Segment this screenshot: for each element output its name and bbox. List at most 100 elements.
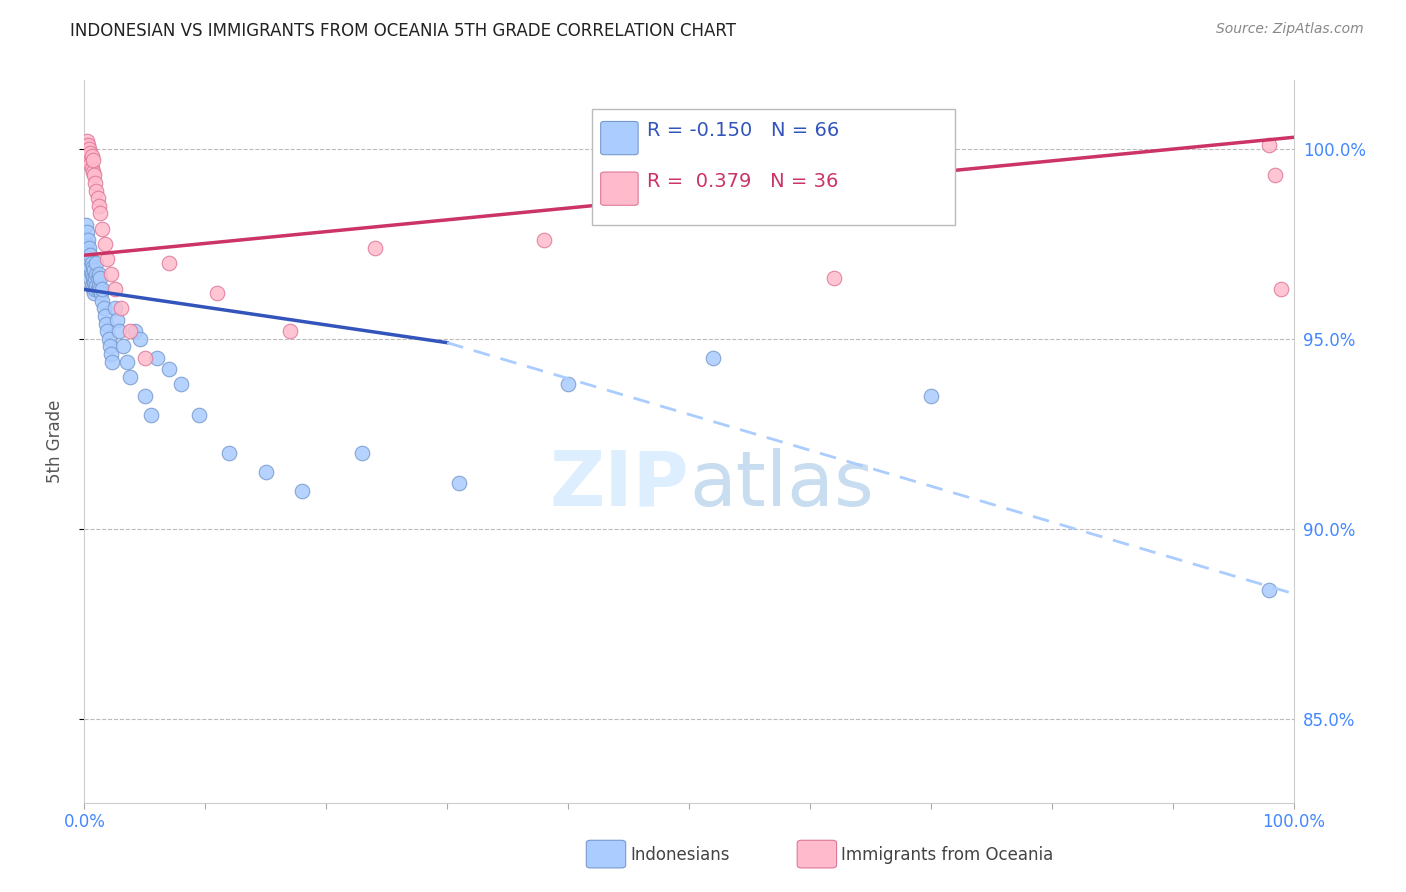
Text: R =  0.379   N = 36: R = 0.379 N = 36 (647, 172, 838, 191)
Point (84, 271, 107, 285)
Point (157, 256, 180, 270)
Point (112, 339, 135, 353)
Point (100, 267, 122, 281)
Point (100, 347, 122, 361)
Point (97, 332, 120, 346)
Point (1270, 282, 1292, 296)
Point (254, 465, 277, 479)
Point (84, 176, 107, 190)
Point (86, 184, 108, 198)
Point (86, 271, 108, 285)
Point (77, 241, 100, 255)
Point (76, 236, 98, 251)
Point (82, 282, 104, 296)
Point (352, 446, 374, 460)
Point (449, 476, 471, 491)
Text: Indonesians: Indonesians (630, 846, 730, 863)
Point (83, 286, 105, 301)
Point (207, 286, 229, 301)
Point (108, 324, 131, 338)
Point (702, 351, 724, 365)
Point (91, 282, 114, 296)
Point (89, 206, 111, 220)
Point (557, 377, 579, 392)
Point (170, 377, 193, 392)
Point (93, 301, 115, 316)
Point (101, 354, 124, 368)
Point (77, 137, 100, 152)
Point (80, 161, 103, 175)
Point (82, 271, 104, 285)
Point (82, 164, 104, 178)
Text: atlas: atlas (689, 448, 873, 522)
FancyBboxPatch shape (600, 121, 638, 154)
Point (77, 256, 100, 270)
Point (80, 149, 103, 163)
Point (134, 389, 156, 403)
Point (76, 134, 98, 148)
Point (104, 282, 127, 296)
Point (120, 324, 142, 338)
Point (77, 263, 100, 277)
Text: Immigrants from Oceania: Immigrants from Oceania (841, 846, 1053, 863)
Point (83, 263, 105, 277)
Point (83, 275, 105, 289)
Point (86, 278, 108, 293)
Point (86, 267, 108, 281)
Point (98, 339, 121, 353)
Point (77, 153, 100, 168)
Point (96, 252, 118, 266)
Point (94, 317, 117, 331)
Point (94, 309, 117, 323)
Point (134, 351, 156, 365)
Point (82, 260, 104, 274)
Point (363, 241, 385, 255)
Point (79, 271, 101, 285)
Point (89, 282, 111, 296)
Point (823, 271, 845, 285)
Point (110, 301, 132, 316)
Point (218, 446, 240, 460)
Point (86, 256, 108, 270)
Point (87, 267, 110, 281)
Point (76, 145, 98, 160)
Point (291, 483, 314, 498)
Point (1258, 582, 1281, 597)
Point (188, 408, 211, 422)
Point (1264, 169, 1286, 183)
Point (89, 271, 111, 285)
Point (76, 226, 98, 240)
Point (278, 324, 301, 338)
Point (84, 282, 107, 296)
Point (1258, 137, 1281, 152)
Point (79, 260, 101, 274)
FancyBboxPatch shape (592, 109, 955, 225)
Point (91, 221, 114, 235)
Point (920, 389, 942, 403)
Text: R = -0.150   N = 66: R = -0.150 N = 66 (647, 121, 839, 140)
Point (86, 191, 108, 205)
Point (80, 256, 103, 270)
Point (79, 145, 101, 160)
Point (146, 351, 169, 365)
Point (79, 157, 101, 171)
Point (157, 362, 180, 376)
Point (83, 169, 105, 183)
Point (115, 354, 138, 368)
Point (75, 218, 97, 232)
Point (75, 137, 97, 152)
Point (96, 324, 118, 338)
Text: INDONESIAN VS IMMIGRANTS FROM OCEANIA 5TH GRADE CORRELATION CHART: INDONESIAN VS IMMIGRANTS FROM OCEANIA 5T… (70, 22, 737, 40)
Point (94, 236, 117, 251)
Point (90, 286, 112, 301)
Point (104, 301, 127, 316)
Point (80, 267, 103, 281)
Point (80, 278, 103, 293)
Point (82, 153, 104, 168)
Point (77, 142, 100, 156)
Point (77, 252, 100, 266)
Point (120, 370, 142, 384)
Point (87, 199, 110, 213)
Point (77, 244, 100, 259)
FancyBboxPatch shape (600, 172, 638, 205)
